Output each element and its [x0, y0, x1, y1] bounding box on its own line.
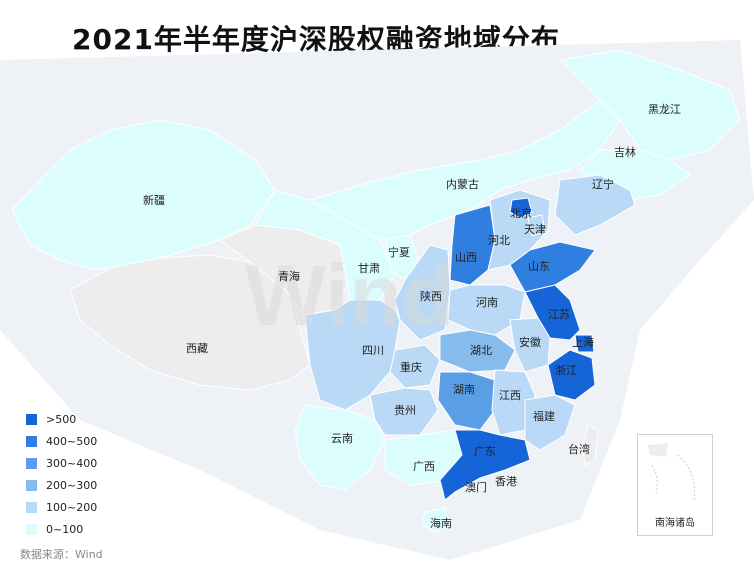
region-hainan[interactable]	[421, 507, 451, 533]
label-guizhou: 贵州	[394, 404, 416, 417]
label-taiwan: 台湾	[568, 442, 590, 456]
region-beijing[interactable]	[509, 197, 533, 219]
legend-item: 200~300	[26, 474, 97, 496]
inset-boundary-line	[677, 454, 696, 502]
label-guangxi: 广西	[413, 460, 435, 473]
legend-item: 100~200	[26, 496, 97, 518]
province-labels: 黑龙江 吉林 辽宁 内蒙古 新疆 北京 天津 河北 山西 山东 宁夏 甘肃 青海…	[143, 103, 681, 530]
label-shaanxi: 陕西	[420, 289, 442, 303]
region-xinjiang[interactable]	[11, 119, 276, 271]
label-hebei: 河北	[488, 234, 510, 247]
legend-swatch	[26, 501, 37, 513]
region-liaoning[interactable]	[554, 174, 636, 236]
legend-item: 400~500	[26, 430, 97, 452]
legend-label: 100~200	[46, 500, 98, 514]
region-heilongjiang[interactable]	[558, 49, 741, 161]
label-jilin: 吉林	[614, 145, 636, 159]
label-shanghai: 上海	[572, 335, 594, 349]
label-chongqing: 重庆	[400, 360, 422, 374]
region-tianjin[interactable]	[527, 214, 546, 237]
label-zhejiang: 浙江	[555, 364, 577, 377]
inset-label: 南海诸岛	[655, 518, 695, 529]
label-anhui: 安徽	[519, 335, 541, 349]
watermark-text: Wind	[245, 248, 454, 344]
legend-swatch	[26, 523, 37, 535]
label-ningxia: 宁夏	[388, 245, 410, 259]
label-xianggang: 香港	[495, 475, 517, 488]
label-beijing: 北京	[510, 206, 532, 220]
label-shanxi: 山西	[455, 251, 477, 264]
legend: >500 400~500 300~400 200~300 100~200 0~1…	[26, 408, 97, 540]
region-hunan[interactable]	[437, 371, 496, 431]
label-gansu: 甘肃	[358, 262, 380, 275]
label-neimenggu: 内蒙古	[446, 177, 479, 191]
inset-boundary-line	[651, 464, 658, 494]
label-tianjin: 天津	[524, 223, 546, 236]
region-yunnan[interactable]	[294, 404, 386, 491]
label-jiangxi: 江西	[499, 389, 521, 402]
label-xizang: 西藏	[186, 342, 208, 355]
region-shaanxi[interactable]	[394, 244, 451, 341]
legend-label: 0~100	[46, 522, 84, 536]
label-sichuan: 四川	[362, 344, 384, 357]
label-jiangsu: 江苏	[548, 308, 570, 321]
inset-land	[648, 443, 668, 457]
label-yunnan: 云南	[331, 432, 353, 445]
region-taiwan[interactable]	[581, 424, 599, 466]
label-guangdong: 广东	[474, 445, 496, 458]
label-aomen: 澳门	[465, 480, 487, 494]
south-china-sea-inset: 南海诸岛	[637, 434, 713, 536]
legend-label: >500	[46, 412, 77, 426]
legend-label: 400~500	[46, 434, 98, 448]
label-hubei: 湖北	[470, 344, 492, 357]
legend-label: 300~400	[46, 456, 98, 470]
region-guangdong[interactable]	[439, 429, 531, 501]
legend-item: >500	[26, 408, 97, 430]
inset-islands	[648, 443, 696, 502]
label-qinghai: 青海	[278, 269, 300, 283]
label-shandong: 山东	[528, 260, 550, 273]
legend-swatch	[26, 413, 37, 425]
legend-item: 0~100	[26, 518, 97, 540]
label-henan: 河南	[476, 296, 498, 309]
region-sichuan[interactable]	[304, 299, 401, 411]
region-shanxi[interactable]	[449, 204, 496, 286]
source-note: 数据来源：Wind	[20, 548, 103, 561]
label-hunan: 湖南	[453, 383, 475, 396]
region-hubei[interactable]	[439, 329, 516, 373]
legend-label: 200~300	[46, 478, 98, 492]
label-heilongjiang: 黑龙江	[648, 103, 681, 116]
legend-swatch	[26, 457, 37, 469]
legend-item: 300~400	[26, 452, 97, 474]
label-fujian: 福建	[533, 409, 555, 423]
label-liaoning: 辽宁	[592, 177, 614, 191]
label-xinjiang: 新疆	[143, 193, 165, 207]
label-hainan: 海南	[430, 516, 452, 530]
legend-swatch	[26, 435, 37, 447]
region-shanghai[interactable]	[574, 334, 595, 353]
legend-swatch	[26, 479, 37, 491]
